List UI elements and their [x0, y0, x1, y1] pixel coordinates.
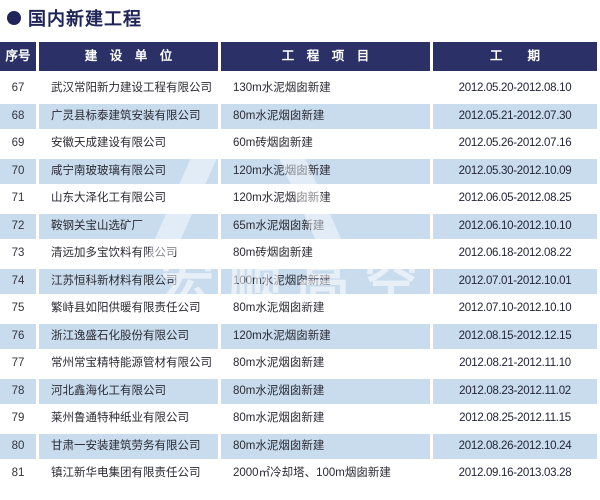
table-row: 78 河北鑫海化工有限公司 80m水泥烟囱新建 2012.08.23-2012.… [0, 378, 597, 404]
cell-no: 73 [0, 241, 36, 266]
cell-no: 68 [0, 103, 36, 129]
cell-company: 广灵县标泰建筑安装有限公司 [39, 103, 218, 129]
cell-period: 2012.07.01-2012.10.01 [433, 268, 597, 294]
cell-period: 2012.05.20-2012.08.10 [433, 76, 597, 101]
table-row: 67 武汉常阳新力建设工程有限公司 130m水泥烟囱新建 2012.05.20-… [0, 76, 597, 101]
cell-project: 80m水泥烟囱新建 [221, 378, 430, 404]
table-row: 77 常州常宝精特能源管材有限公司 80m水泥烟囱新建 2012.08.21-2… [0, 351, 597, 376]
cell-project: 80m砖烟囱新建 [221, 241, 430, 266]
table-row: 79 莱州鲁通特种纸业有限公司 80m水泥烟囱新建 2012.08.25-201… [0, 406, 597, 431]
cell-period: 2012.06.10-2012.10.10 [433, 213, 597, 239]
table-row: 80 甘肃一安装建筑劳务有限公司 80m水泥烟囱新建 2012.08.26-20… [0, 433, 597, 459]
cell-project: 80m水泥烟囱新建 [221, 296, 430, 321]
cell-period: 2012.08.25-2012.11.15 [433, 406, 597, 431]
bullet-icon [7, 11, 21, 25]
header-cell-project: 工 程 项 目 [221, 42, 430, 71]
cell-period: 2012.08.23-2012.11.02 [433, 378, 597, 404]
cell-company: 莱州鲁通特种纸业有限公司 [39, 406, 218, 431]
header-cell-no: 序号 [0, 42, 36, 71]
cell-project: 80m水泥烟囱新建 [221, 351, 430, 376]
page-title-text: 国内新建工程 [28, 9, 142, 29]
table-row: 81 镇江新华电集团有限责任公司 2000㎡冷却塔、100m烟囱新建 2012.… [0, 461, 597, 486]
cell-period: 2012.09.16-2013.03.28 [433, 461, 597, 486]
cell-no: 81 [0, 461, 36, 486]
cell-period: 2012.08.26-2012.10.24 [433, 433, 597, 459]
table-header-row: 序号 建 设 单 位 工 程 项 目 工 期 [0, 42, 597, 71]
cell-no: 74 [0, 268, 36, 294]
cell-no: 67 [0, 76, 36, 101]
table-body: 67 武汉常阳新力建设工程有限公司 130m水泥烟囱新建 2012.05.20-… [0, 76, 597, 486]
cell-project: 60m砖烟囱新建 [221, 131, 430, 156]
cell-company: 山东大泽化工有限公司 [39, 186, 218, 211]
cell-period: 2012.06.18-2012.08.22 [433, 241, 597, 266]
table-row: 71 山东大泽化工有限公司 120m水泥烟囱新建 2012.06.05-2012… [0, 186, 597, 211]
cell-period: 2012.06.05-2012.08.25 [433, 186, 597, 211]
cell-period: 2012.08.15-2012.12.15 [433, 323, 597, 349]
cell-no: 79 [0, 406, 36, 431]
cell-company: 武汉常阳新力建设工程有限公司 [39, 76, 218, 101]
cell-project: 80m水泥烟囱新建 [221, 433, 430, 459]
table-row: 73 清远加多宝饮料有限公司 80m砖烟囱新建 2012.06.18-2012.… [0, 241, 597, 266]
cell-no: 80 [0, 433, 36, 459]
cell-company: 咸宁南玻玻璃有限公司 [39, 158, 218, 184]
cell-no: 75 [0, 296, 36, 321]
cell-company: 常州常宝精特能源管材有限公司 [39, 351, 218, 376]
cell-no: 72 [0, 213, 36, 239]
cell-project: 120m水泥烟囱新建 [221, 186, 430, 211]
cell-company: 镇江新华电集团有限责任公司 [39, 461, 218, 486]
projects-table: 序号 建 设 单 位 工 程 项 目 工 期 67 武汉常阳新力建设工程有限公司… [0, 42, 597, 489]
cell-period: 2012.07.10-2012.10.10 [433, 296, 597, 321]
cell-company: 江苏恒科新材料有限公司 [39, 268, 218, 294]
cell-company: 浙江逸盛石化股份有限公司 [39, 323, 218, 349]
table-row: 70 咸宁南玻玻璃有限公司 120m水泥烟囱新建 2012.05.30-2012… [0, 158, 597, 184]
cell-no: 71 [0, 186, 36, 211]
cell-company: 甘肃一安装建筑劳务有限公司 [39, 433, 218, 459]
cell-no: 77 [0, 351, 36, 376]
cell-project: 120m水泥烟囱新建 [221, 323, 430, 349]
cell-no: 76 [0, 323, 36, 349]
cell-period: 2012.05.30-2012.10.09 [433, 158, 597, 184]
cell-company: 清远加多宝饮料有限公司 [39, 241, 218, 266]
cell-project: 80m水泥烟囱新建 [221, 103, 430, 129]
table-row: 68 广灵县标泰建筑安装有限公司 80m水泥烟囱新建 2012.05.21-20… [0, 103, 597, 129]
cell-no: 78 [0, 378, 36, 404]
cell-project: 65m水泥烟囱新建 [221, 213, 430, 239]
table-row: 76 浙江逸盛石化股份有限公司 120m水泥烟囱新建 2012.08.15-20… [0, 323, 597, 349]
cell-no: 70 [0, 158, 36, 184]
cell-company: 安徽天成建设有限公司 [39, 131, 218, 156]
cell-period: 2012.05.21-2012.07.30 [433, 103, 597, 129]
cell-period: 2012.05.26-2012.07.16 [433, 131, 597, 156]
header-cell-period: 工 期 [433, 42, 597, 71]
table-row: 75 繁峙县如阳供暖有限责任公司 80m水泥烟囱新建 2012.07.10-20… [0, 296, 597, 321]
table-row: 72 鞍钢关宝山选矿厂 65m水泥烟囱新建 2012.06.10-2012.10… [0, 213, 597, 239]
header-cell-company: 建 设 单 位 [39, 42, 218, 71]
table-row: 74 江苏恒科新材料有限公司 100m水泥烟囱新建 2012.07.01-201… [0, 268, 597, 294]
cell-company: 繁峙县如阳供暖有限责任公司 [39, 296, 218, 321]
cell-project: 130m水泥烟囱新建 [221, 76, 430, 101]
cell-company: 鞍钢关宝山选矿厂 [39, 213, 218, 239]
cell-project: 120m水泥烟囱新建 [221, 158, 430, 184]
cell-project: 2000㎡冷却塔、100m烟囱新建 [221, 461, 430, 486]
cell-project: 100m水泥烟囱新建 [221, 268, 430, 294]
table-row: 69 安徽天成建设有限公司 60m砖烟囱新建 2012.05.26-2012.0… [0, 131, 597, 156]
cell-no: 69 [0, 131, 36, 156]
cell-project: 80m水泥烟囱新建 [221, 406, 430, 431]
cell-period: 2012.08.21-2012.11.10 [433, 351, 597, 376]
cell-company: 河北鑫海化工有限公司 [39, 378, 218, 404]
page-title: 国内新建工程 [7, 5, 142, 31]
